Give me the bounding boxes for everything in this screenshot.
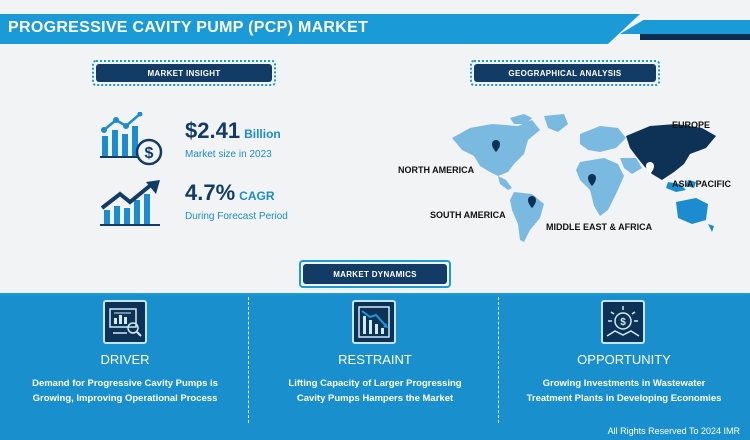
page-title: PROGRESSIVE CAVITY PUMP (PCP) MARKET (8, 19, 369, 36)
geographical-analysis-pill: GEOGRAPHICAL ANALYSIS (470, 60, 660, 86)
cagr-unit: CAGR (239, 189, 275, 203)
region-label-south-america: SOUTH AMERICA (430, 210, 506, 220)
chart-dollar-icon: $ (100, 112, 163, 166)
svg-text:$: $ (145, 145, 154, 162)
market-size-unit: Billion (244, 127, 281, 141)
geographical-analysis-label: GEOGRAPHICAL ANALYSIS (474, 64, 656, 82)
driver-line-2: Growing, Improving Operational Process (32, 393, 218, 404)
driver-title: DRIVER (100, 352, 150, 367)
restraint-line-1: Lifting Capacity of Larger Progressing (288, 378, 462, 389)
driver-icon (103, 300, 147, 344)
dynamics-rule (0, 293, 750, 295)
region-label-asia-pacific: ASIA PACIFIC (672, 179, 732, 189)
market-size-caption: Market size in 2023 (185, 149, 272, 160)
header-bar (0, 14, 640, 44)
world-map (452, 114, 716, 242)
panel-divider (248, 297, 249, 423)
svg-text:$: $ (620, 317, 626, 328)
money-lightbulb-icon: $ (606, 306, 640, 337)
copyright-footer: All Rights Reserved To 2024 IMR (607, 426, 740, 436)
market-insight-label: MARKET INSIGHT (96, 64, 272, 82)
opportunity-line-2: Treatment Plants in Developing Economies (526, 393, 722, 404)
region-label-north-america: NORTH AMERICA (398, 165, 475, 175)
analytics-board-icon (109, 308, 142, 337)
restraint-line-2: Cavity Pumps Hampers the Market (296, 393, 454, 404)
growth-arrow-icon (100, 180, 160, 226)
market-insight-pill: MARKET INSIGHT (92, 60, 276, 86)
cagr-amount: 4.7% (185, 180, 236, 205)
opportunity-icon: $ (601, 300, 645, 344)
declining-chart-icon (358, 306, 390, 338)
opportunity-line-1: Growing Investments in Wastewater (542, 378, 706, 389)
restraint-title: RESTRAINT (338, 352, 412, 367)
header: PROGRESSIVE CAVITY PUMP (PCP) MARKET (0, 14, 750, 44)
opportunity-title: OPPORTUNITY (577, 352, 671, 367)
restraint-icon (352, 300, 396, 344)
market-dynamics-label: MARKET DYNAMICS (303, 264, 447, 284)
cagr-caption: During Forecast Period (185, 211, 288, 222)
header-accent-stripe (620, 20, 750, 34)
header-accent-stripe-dark (640, 34, 750, 40)
region-label-middle-east-africa: MIDDLE EAST & AFRICA (546, 222, 653, 232)
cagr-value: 4.7% CAGR (185, 180, 275, 206)
market-size-value: $2.41 Billion (185, 118, 281, 144)
region-label-europe: EUROPE (672, 120, 711, 130)
market-dynamics-pill: MARKET DYNAMICS (299, 260, 451, 288)
market-size-amount: $2.41 (185, 118, 241, 143)
driver-line-1: Demand for Progressive Cavity Pumps is (32, 378, 218, 389)
panel-divider (498, 297, 499, 423)
